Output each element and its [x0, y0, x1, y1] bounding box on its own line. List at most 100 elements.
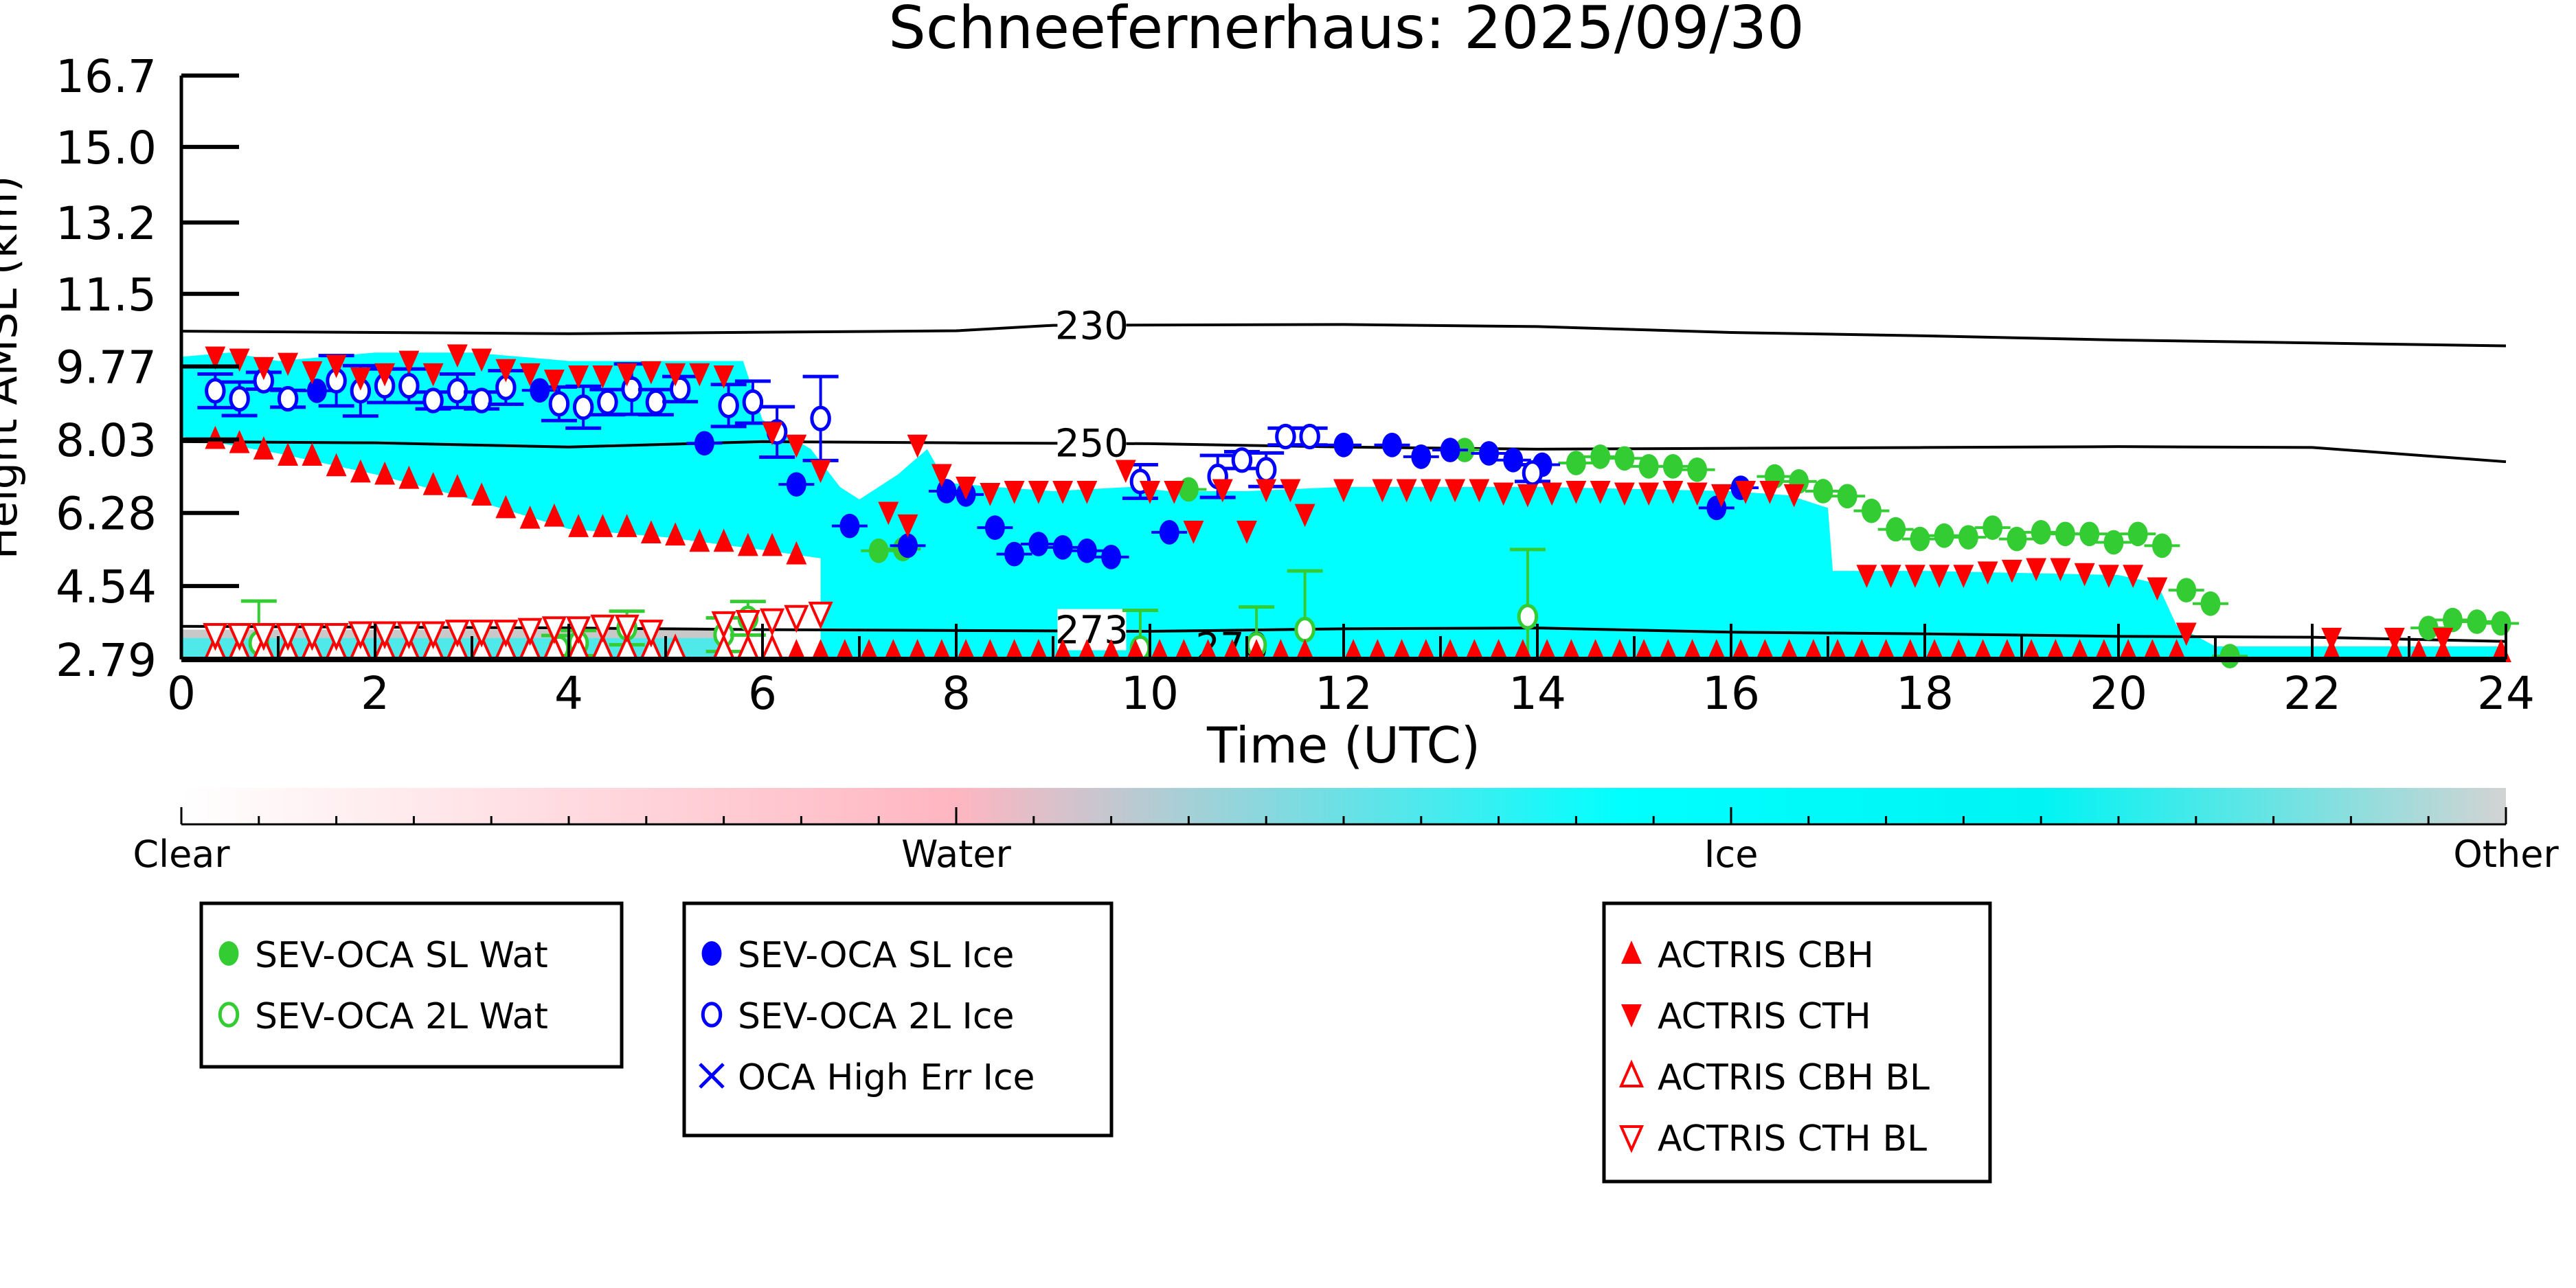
data-point: [834, 639, 855, 662]
data-point: [1294, 639, 1315, 662]
data-point: [1996, 639, 2018, 662]
colorbar-label-water: Water: [901, 833, 1011, 876]
colorbar-label-ice: Ice: [1704, 833, 1759, 876]
data-point: [2103, 530, 2124, 555]
data-point: [665, 363, 686, 387]
data-point: [396, 621, 422, 650]
data-point: [1221, 639, 1243, 662]
data-point: [784, 605, 809, 633]
data-point: [495, 359, 517, 383]
data-point: [640, 361, 662, 385]
data-point: [1517, 484, 1538, 508]
data-point: [447, 378, 468, 404]
legend-marker-icon: [1621, 940, 1642, 964]
data-point: [640, 520, 662, 544]
legend-entry-label: ACTRIS CBH BL: [1658, 1057, 1930, 1098]
data-point: [278, 442, 299, 466]
data-point: [1246, 639, 1267, 662]
data-point: [1140, 481, 1160, 504]
data-point: [1469, 479, 1490, 503]
data-point: [1710, 484, 1732, 508]
data-point: [1735, 481, 1756, 504]
data-point: [205, 425, 226, 449]
data-point: [839, 513, 860, 539]
data-point: [1076, 639, 1098, 662]
data-point: [760, 633, 785, 662]
data-point: [810, 405, 831, 431]
data-point: [859, 639, 880, 662]
phase-colorbar: Clear Water Ice Other: [133, 788, 2559, 876]
data-point: [2443, 607, 2463, 633]
data-point: [1910, 526, 1930, 552]
data-point: [1687, 457, 1708, 482]
legend-entry-label: ACTRIS CTH: [1658, 996, 1871, 1037]
data-point: [878, 501, 899, 526]
series-sev-oca-2l-ice: [197, 354, 1550, 500]
x-tick-label: 12: [1315, 667, 1372, 720]
legend-marker-icon: [701, 1002, 723, 1028]
colorbar-label-clear: Clear: [133, 833, 230, 876]
legend-entry-label: SEV-OCA SL Wat: [255, 935, 548, 976]
legend-marker-icon: [1618, 1059, 1645, 1087]
data-point: [1333, 432, 1354, 457]
data-point: [203, 622, 228, 651]
data-point: [1275, 423, 1296, 450]
series-actris-cth: [205, 344, 2454, 651]
data-point: [471, 387, 493, 414]
data-point: [324, 622, 349, 651]
data-point: [1164, 481, 1185, 504]
data-point: [1391, 639, 1412, 662]
legend-entry-label: ACTRIS CBH: [1658, 935, 1874, 976]
data-point: [808, 601, 833, 630]
legend-frame: [1602, 901, 1992, 1184]
data-point: [2176, 578, 2197, 603]
y-tick-label: 11.5: [56, 269, 157, 321]
x-tick-label: 0: [167, 667, 196, 720]
data-point: [810, 460, 831, 484]
data-point: [2467, 609, 2487, 634]
y-tick-label: 4.54: [56, 561, 157, 613]
data-point: [495, 495, 517, 519]
data-point: [422, 387, 444, 414]
data-point: [737, 532, 758, 556]
data-point: [2079, 521, 2100, 547]
chart-title: Schneefernerhaus: 2025/09/30: [888, 0, 1805, 63]
data-point: [1333, 479, 1354, 503]
data-point: [1875, 639, 1897, 662]
data-point: [1101, 545, 1122, 569]
data-point: [616, 514, 637, 537]
legend-entry-label: SEV-OCA 2L Ice: [738, 996, 1014, 1037]
data-point: [718, 392, 739, 418]
data-point: [1415, 639, 1436, 662]
ice-phase-region: [181, 352, 2506, 659]
data-point: [2127, 521, 2148, 547]
data-point: [786, 541, 807, 565]
data-point: [592, 365, 613, 389]
data-point: [350, 459, 371, 483]
data-point: [592, 514, 613, 537]
data-point: [1982, 515, 2003, 540]
data-point: [1948, 639, 1969, 662]
data-point: [1004, 481, 1025, 504]
data-point: [898, 533, 918, 558]
data-point: [907, 434, 928, 458]
data-point: [1609, 639, 1630, 662]
data-point: [1488, 639, 1509, 662]
legend-box-2: SEV-OCA SL Ice SEV-OCA 2L Ice OCA High Err…: [682, 901, 1114, 1138]
series-actris-cbh: [205, 425, 2511, 662]
legend-entry-label: SEV-OCA SL Ice: [738, 935, 1014, 976]
data-point: [1686, 482, 1708, 506]
data-point: [1125, 639, 1146, 662]
data-point: [277, 385, 299, 412]
data-point: [590, 614, 615, 643]
data-point: [1479, 441, 1499, 466]
data-point: [1076, 481, 1098, 504]
data-point: [1837, 484, 1857, 509]
data-point: [1862, 498, 1882, 523]
data-point: [519, 363, 541, 387]
data-point: [1566, 451, 1586, 475]
data-point: [372, 621, 398, 650]
x-tick-label: 24: [2477, 667, 2535, 720]
x-tick-label: 18: [1896, 667, 1954, 720]
